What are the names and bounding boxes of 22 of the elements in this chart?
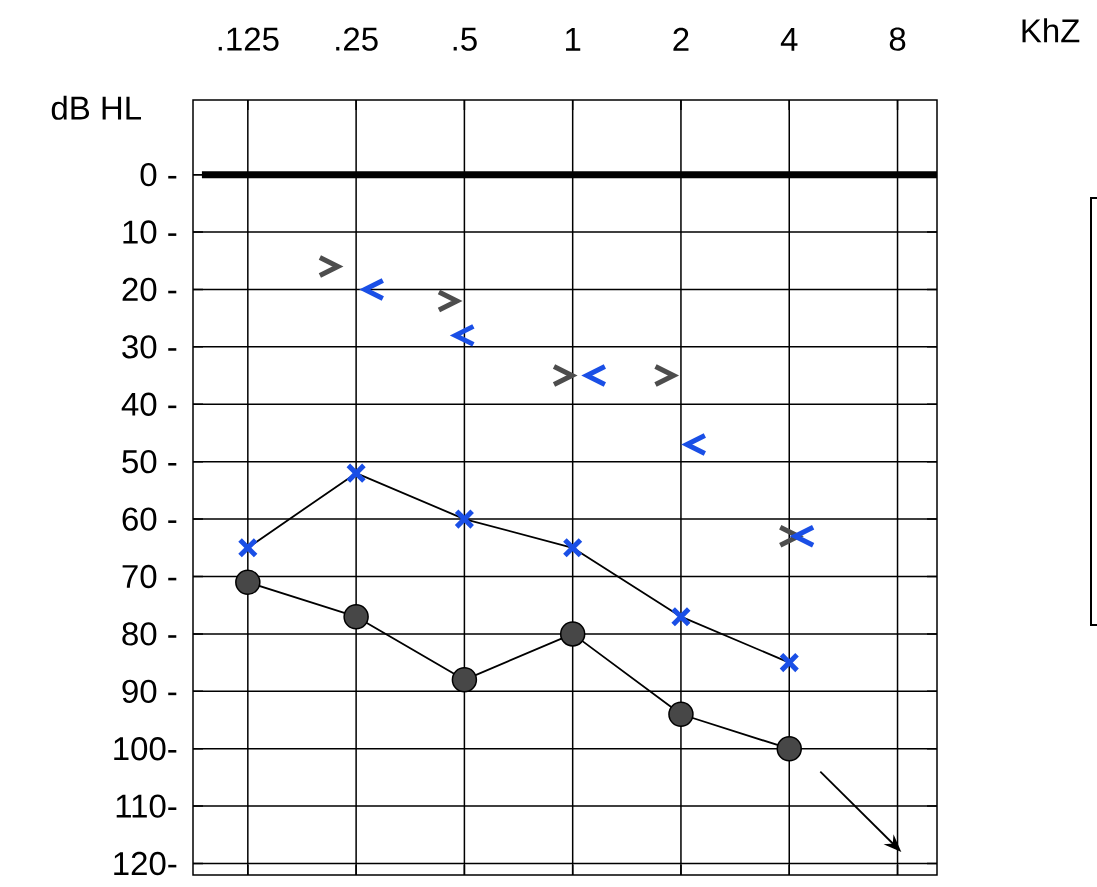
- x-tick-label: 4: [780, 28, 798, 51]
- y-tick-label: 30 -: [122, 335, 177, 359]
- y-tick-label: 10 -: [123, 220, 177, 244]
- y-tick-label: 90 -: [122, 679, 177, 703]
- y-tick-label: 40 -: [121, 392, 177, 416]
- x-axis-title: KhZ: [1022, 18, 1080, 43]
- x-tick-label: .125: [218, 27, 279, 51]
- y-tick-label: 110-: [116, 794, 177, 818]
- y-tick-label: 120-: [114, 851, 177, 876]
- x-tick-label: 2: [673, 27, 689, 51]
- y-tick-label: 20 -: [122, 277, 177, 302]
- y-tick-label: 70 -: [122, 564, 177, 589]
- x-tick-label: .5: [453, 27, 477, 51]
- y-tick-label: 80 -: [122, 622, 177, 646]
- x-tick-label: 1: [566, 28, 581, 51]
- y-axis-title: dB HL: [51, 95, 141, 120]
- x-tick-label: .25: [336, 27, 378, 51]
- y-tick-label: 0 -: [140, 162, 177, 187]
- x-tick-label: 8: [889, 27, 906, 51]
- y-tick-label: 60 -: [122, 507, 177, 531]
- y-tick-label: 50 -: [122, 449, 177, 474]
- y-tick-label: 100-: [114, 737, 177, 761]
